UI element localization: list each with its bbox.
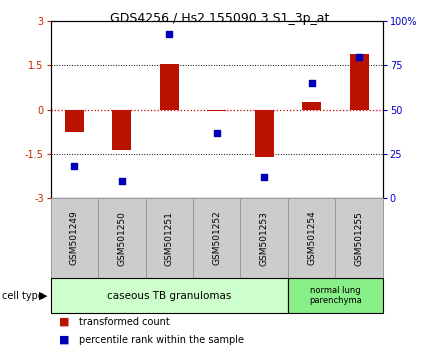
Text: GSM501253: GSM501253	[260, 211, 269, 266]
Bar	[335, 198, 383, 278]
Bar	[160, 64, 179, 110]
Bar	[193, 198, 240, 278]
Bar	[350, 54, 369, 110]
Text: GSM501255: GSM501255	[355, 211, 363, 266]
Point	[260, 174, 268, 180]
Bar	[51, 198, 98, 278]
Bar	[112, 110, 131, 149]
Bar	[288, 278, 383, 313]
Text: caseous TB granulomas: caseous TB granulomas	[107, 291, 231, 301]
Point	[213, 130, 220, 136]
Text: ■: ■	[59, 335, 70, 345]
Bar	[240, 198, 288, 278]
Point	[166, 31, 173, 36]
Bar	[207, 110, 226, 111]
Point	[118, 178, 125, 183]
Text: ■: ■	[59, 317, 70, 327]
Text: cell type: cell type	[2, 291, 44, 301]
Bar	[51, 278, 288, 313]
Text: transformed count: transformed count	[79, 317, 170, 327]
Bar	[288, 198, 335, 278]
Bar	[98, 198, 146, 278]
Point	[308, 80, 315, 86]
Text: percentile rank within the sample: percentile rank within the sample	[79, 335, 244, 345]
Bar	[255, 110, 274, 157]
Text: GSM501254: GSM501254	[307, 211, 316, 266]
Bar	[65, 110, 84, 132]
Text: GSM501250: GSM501250	[117, 211, 126, 266]
Text: GDS4256 / Hs2.155090.3.S1_3p_at: GDS4256 / Hs2.155090.3.S1_3p_at	[110, 12, 330, 25]
Text: GSM501249: GSM501249	[70, 211, 79, 266]
Bar	[146, 198, 193, 278]
Bar	[302, 102, 321, 110]
Point	[356, 54, 363, 59]
Text: normal lung
parenchyma: normal lung parenchyma	[309, 286, 362, 305]
Text: GSM501251: GSM501251	[165, 211, 174, 266]
Text: GSM501252: GSM501252	[212, 211, 221, 266]
Point	[71, 164, 78, 169]
Text: ▶: ▶	[39, 291, 47, 301]
